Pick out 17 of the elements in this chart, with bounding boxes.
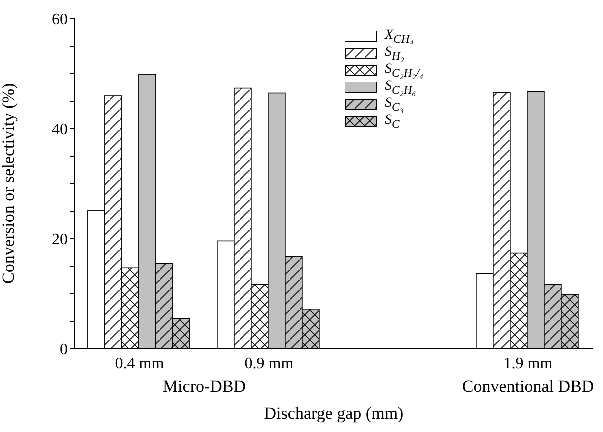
legend-label: S$_{C₂H₂/₄}$	[385, 62, 424, 80]
y-tick-label: 0	[60, 342, 68, 359]
legend-label: X$_{CH₄}$	[385, 28, 414, 46]
y-tick-label: 40	[52, 122, 68, 139]
legend-label: S$_{C₃}$	[385, 96, 404, 114]
legend-label: S$_{C}$	[385, 112, 400, 130]
legend-label: S$_{H₂}$	[385, 44, 404, 62]
text: Conventional DBD	[461, 377, 596, 397]
text: Micro-DBD	[162, 377, 248, 397]
x-tick-label: 0.9 mm	[244, 355, 294, 372]
x-tick-label: 1.9 mm	[504, 355, 554, 372]
x-tick-label: 0.4 mm	[115, 355, 165, 372]
y-tick-label: 60	[52, 12, 68, 29]
y-axis-title: Conversion or selectivity (%)	[0, 83, 18, 284]
legend-label: S$_{C₂H₆}$	[385, 78, 416, 96]
x-axis-title: Discharge gap (mm)	[263, 404, 405, 424]
y-tick-label: 20	[52, 232, 68, 249]
